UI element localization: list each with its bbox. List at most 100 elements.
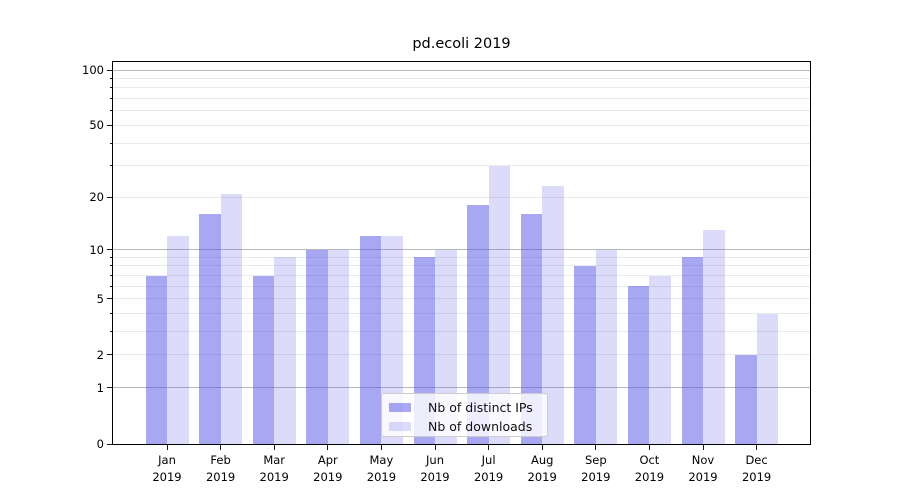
gridline-y-100 bbox=[113, 69, 810, 71]
bar-downloads-nov bbox=[703, 230, 725, 444]
y-tick-50 bbox=[106, 124, 112, 126]
gridline-y-90 bbox=[113, 77, 810, 79]
gridline-y-5 bbox=[113, 298, 810, 300]
bar-downloads-jul bbox=[488, 165, 511, 444]
y-tick-100 bbox=[106, 69, 112, 71]
x-tick-label-jan: Jan 2019 bbox=[152, 453, 182, 484]
x-tick-nov bbox=[702, 445, 704, 450]
y-tick-label-1: 1 bbox=[96, 380, 104, 395]
legend-item-downloads: Nb of downloads bbox=[389, 417, 547, 435]
bar-downloads-oct bbox=[649, 275, 671, 444]
y-minor-tick-40 bbox=[109, 142, 112, 144]
y-tick-label-100: 100 bbox=[82, 63, 104, 77]
bar-downloads-mar bbox=[274, 257, 296, 444]
x-tick-feb bbox=[220, 445, 222, 450]
y-minor-tick-9 bbox=[109, 256, 112, 258]
bar-distinct-ips-jan bbox=[145, 275, 167, 444]
gridline-y-20 bbox=[113, 196, 810, 198]
gridline-y-4 bbox=[113, 313, 810, 315]
y-minor-tick-60 bbox=[109, 110, 112, 112]
y-minor-tick-4 bbox=[109, 313, 112, 315]
y-tick-1 bbox=[106, 387, 112, 389]
bar-distinct-ips-sep bbox=[574, 265, 596, 444]
legend-swatch-distinct-ips bbox=[389, 402, 411, 412]
bar-distinct-ips-feb bbox=[199, 214, 221, 444]
y-tick-label-50: 50 bbox=[89, 118, 104, 133]
y-minor-tick-3 bbox=[109, 331, 112, 333]
gridline-y-60 bbox=[113, 110, 810, 112]
x-tick-oct bbox=[648, 445, 650, 450]
gridline-y-8 bbox=[113, 265, 810, 267]
legend-item-distinct-ips: Nb of distinct IPs bbox=[389, 398, 547, 416]
x-tick-jan bbox=[166, 445, 168, 450]
x-tick-label-jun: Jun 2019 bbox=[420, 453, 450, 484]
y-tick-0 bbox=[106, 443, 112, 445]
y-tick-10 bbox=[106, 249, 112, 251]
gridline-y-80 bbox=[113, 87, 810, 89]
gridline-y-1 bbox=[113, 387, 810, 389]
bar-distinct-ips-apr bbox=[306, 249, 328, 444]
bar-downloads-may bbox=[381, 236, 403, 444]
y-tick-label-20: 20 bbox=[89, 190, 104, 205]
bar-distinct-ips-aug bbox=[520, 214, 543, 444]
legend-label-distinct-ips: Nb of distinct IPs bbox=[428, 399, 533, 415]
x-tick-label-mar: Mar 2019 bbox=[259, 453, 289, 484]
x-tick-label-oct: Oct 2019 bbox=[634, 453, 665, 484]
gridline-y-40 bbox=[113, 142, 810, 144]
gridline-y-10 bbox=[113, 249, 810, 251]
bar-distinct-ips-jul bbox=[467, 205, 489, 444]
legend: Nb of distinct IPs Nb of downloads bbox=[381, 393, 548, 437]
legend-label-downloads: Nb of downloads bbox=[428, 418, 533, 434]
x-tick-label-nov: Nov 2019 bbox=[688, 453, 718, 484]
y-minor-tick-30 bbox=[109, 165, 112, 167]
x-tick-label-dec: Dec 2019 bbox=[741, 453, 772, 484]
gridline-y-30 bbox=[113, 165, 810, 167]
bar-downloads-dec bbox=[756, 313, 779, 444]
y-tick-label-10: 10 bbox=[89, 242, 104, 257]
x-tick-label-apr: Apr 2019 bbox=[313, 453, 343, 484]
gridline-y-9 bbox=[113, 256, 810, 258]
gridline-y-70 bbox=[113, 98, 810, 100]
y-minor-tick-8 bbox=[109, 265, 112, 267]
gridline-y-3 bbox=[113, 331, 810, 333]
y-tick-20 bbox=[106, 196, 112, 198]
x-tick-may bbox=[380, 445, 382, 450]
bar-distinct-ips-dec bbox=[735, 354, 757, 444]
x-tick-jun bbox=[434, 445, 436, 450]
x-tick-apr bbox=[327, 445, 329, 450]
y-tick-label-0: 0 bbox=[96, 437, 104, 451]
x-tick-label-may: May 2019 bbox=[366, 453, 397, 484]
bar-downloads-aug bbox=[542, 186, 564, 444]
bar-downloads-apr bbox=[327, 249, 350, 444]
x-tick-label-feb: Feb 2019 bbox=[205, 453, 236, 484]
x-tick-jul bbox=[488, 445, 490, 450]
x-tick-label-sep: Sep 2019 bbox=[581, 453, 611, 484]
gridline-y-7 bbox=[113, 274, 810, 276]
bar-distinct-ips-may bbox=[359, 236, 382, 444]
x-tick-label-jul: Jul 2019 bbox=[473, 453, 504, 484]
y-minor-tick-7 bbox=[109, 274, 112, 276]
y-minor-tick-90 bbox=[109, 77, 112, 79]
plot-area bbox=[112, 61, 811, 445]
x-tick-label-aug: Aug 2019 bbox=[527, 453, 557, 484]
y-minor-tick-70 bbox=[109, 98, 112, 100]
bar-distinct-ips-oct bbox=[627, 286, 650, 444]
y-tick-2 bbox=[106, 354, 112, 356]
bar-downloads-sep bbox=[595, 249, 618, 444]
gridline-y-50 bbox=[113, 124, 810, 126]
bar-distinct-ips-nov bbox=[681, 257, 703, 444]
y-tick-label-2: 2 bbox=[96, 347, 104, 362]
gridline-y-2 bbox=[113, 354, 810, 356]
x-tick-dec bbox=[756, 445, 758, 450]
x-tick-sep bbox=[595, 445, 597, 450]
x-tick-aug bbox=[541, 445, 543, 450]
y-tick-5 bbox=[106, 298, 112, 300]
gridline-y-6 bbox=[113, 285, 810, 287]
y-minor-tick-6 bbox=[109, 285, 112, 287]
bar-downloads-jan bbox=[167, 236, 189, 444]
x-tick-mar bbox=[273, 445, 275, 450]
y-minor-tick-80 bbox=[109, 87, 112, 89]
legend-swatch-downloads bbox=[389, 421, 411, 431]
y-tick-label-5: 5 bbox=[96, 291, 104, 306]
